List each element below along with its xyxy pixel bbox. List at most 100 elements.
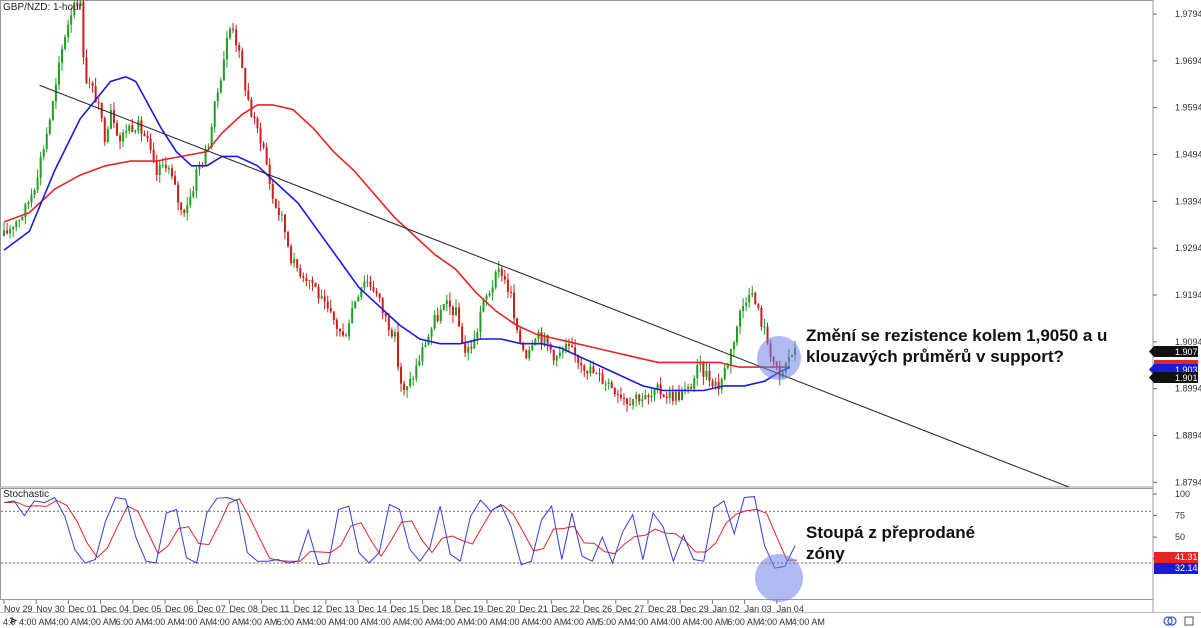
candle-body	[91, 82, 94, 87]
candle-body	[583, 365, 586, 371]
candle-body	[302, 276, 305, 278]
time-label: 4:00 AM	[180, 617, 213, 627]
candle-body	[662, 394, 665, 397]
candle-body	[27, 202, 30, 205]
price-annotation-line: Změní se rezistence kolem 1,9050 a u	[806, 326, 1107, 345]
candle-body	[763, 326, 766, 328]
candle-body	[503, 276, 506, 280]
candle-body	[112, 109, 115, 124]
stochastic-panel-frame	[0, 488, 1154, 600]
price-tick-label: 1.8894	[1175, 430, 1201, 440]
candle-body	[244, 68, 247, 91]
candle-body	[543, 335, 546, 344]
date-label: Dec 27	[616, 604, 645, 614]
price-badge-label: 1.9031	[1175, 365, 1201, 375]
candle-body	[238, 45, 241, 51]
candle-body	[390, 330, 393, 337]
candle-body	[653, 388, 656, 396]
stoch-tick-label: 50	[1175, 532, 1185, 542]
candle-body	[403, 383, 406, 391]
candle-body	[305, 277, 308, 282]
candle-body	[671, 392, 674, 402]
date-label: Dec 29	[680, 604, 709, 614]
candle-body	[500, 268, 503, 277]
candle-body	[650, 395, 653, 397]
candle-body	[552, 349, 555, 361]
price-tick-label: 1.9594	[1175, 103, 1201, 113]
candle-body	[253, 116, 256, 119]
candle-body	[36, 177, 39, 190]
price-title-bg	[1, 1, 65, 13]
candle-body	[97, 102, 100, 104]
date-label: Jan 02	[712, 604, 739, 614]
date-label: Dec 22	[551, 604, 580, 614]
candle-body	[183, 209, 186, 213]
price-badge	[1154, 364, 1198, 375]
price-tick-label: 1.8794	[1175, 477, 1201, 487]
time-label: 4:00 AM	[373, 617, 406, 627]
candle-body	[378, 293, 381, 299]
candle-body	[149, 138, 152, 150]
candle-body	[742, 305, 745, 311]
candle-body	[595, 373, 598, 375]
candle-body	[561, 350, 564, 353]
candle-body	[15, 221, 18, 228]
price-badge-pointer	[1149, 364, 1154, 375]
candle-body	[592, 366, 595, 374]
candle-body	[106, 128, 109, 143]
candle-body	[656, 384, 659, 389]
time-label: 4:00 AM	[502, 617, 535, 627]
candle-body	[439, 309, 442, 321]
candle-body	[73, 2, 76, 16]
time-label: 4:00 AM	[405, 617, 438, 627]
date-label: Dec 19	[455, 604, 484, 614]
candle-body	[88, 82, 91, 84]
time-label: 4:00 AM	[341, 617, 374, 627]
candle-body	[134, 130, 137, 132]
candle-body	[732, 342, 735, 350]
candle-body	[699, 361, 702, 365]
stoch-title-bg	[1, 489, 41, 500]
candle-body	[152, 149, 155, 161]
link-icon	[1163, 616, 1173, 626]
candle-body	[329, 307, 332, 312]
stochastic-k-line	[3, 496, 796, 569]
candle-body	[375, 291, 378, 294]
price-badge	[1154, 346, 1198, 357]
candle-body	[241, 50, 244, 69]
candle-body	[76, 2, 79, 6]
candle-body	[396, 332, 399, 368]
stoch-tick-label: 75	[1175, 511, 1185, 521]
candle-body	[470, 347, 473, 349]
candle-body	[283, 214, 286, 233]
date-label: Dec 05	[133, 604, 162, 614]
price-tick-label: 1.9794	[1175, 9, 1201, 19]
candle-body	[451, 306, 454, 316]
time-label: 4:00 AM	[470, 617, 503, 627]
date-label: Dec 20	[487, 604, 516, 614]
candle-body	[677, 391, 680, 401]
candle-body	[219, 80, 222, 93]
candle-body	[174, 176, 177, 185]
candle-body	[225, 37, 228, 60]
candle-body	[690, 386, 693, 389]
price-tick-label: 1.9694	[1175, 56, 1201, 66]
candle-body	[601, 373, 604, 384]
candle-body	[259, 128, 262, 144]
price-badge-label: 1.9015	[1175, 373, 1201, 383]
time-axis: 4:0 4:00 AM 4:00 AM 4:00 AM 6:00 AM 4:00 AM 4:…	[3, 617, 825, 627]
date-label: Dec 04	[101, 604, 130, 614]
candle-body	[155, 160, 158, 176]
candle-body	[647, 395, 650, 397]
candle-body	[51, 101, 54, 120]
candle-body	[717, 381, 720, 390]
time-label: 5:00 AM	[599, 617, 632, 627]
date-label: Dec 14	[358, 604, 387, 614]
candle-body	[705, 370, 708, 377]
candle-body	[506, 279, 509, 292]
candle-body	[494, 272, 497, 288]
candle-body	[641, 399, 644, 402]
candle-body	[79, 1, 82, 6]
candle-body	[265, 147, 268, 165]
